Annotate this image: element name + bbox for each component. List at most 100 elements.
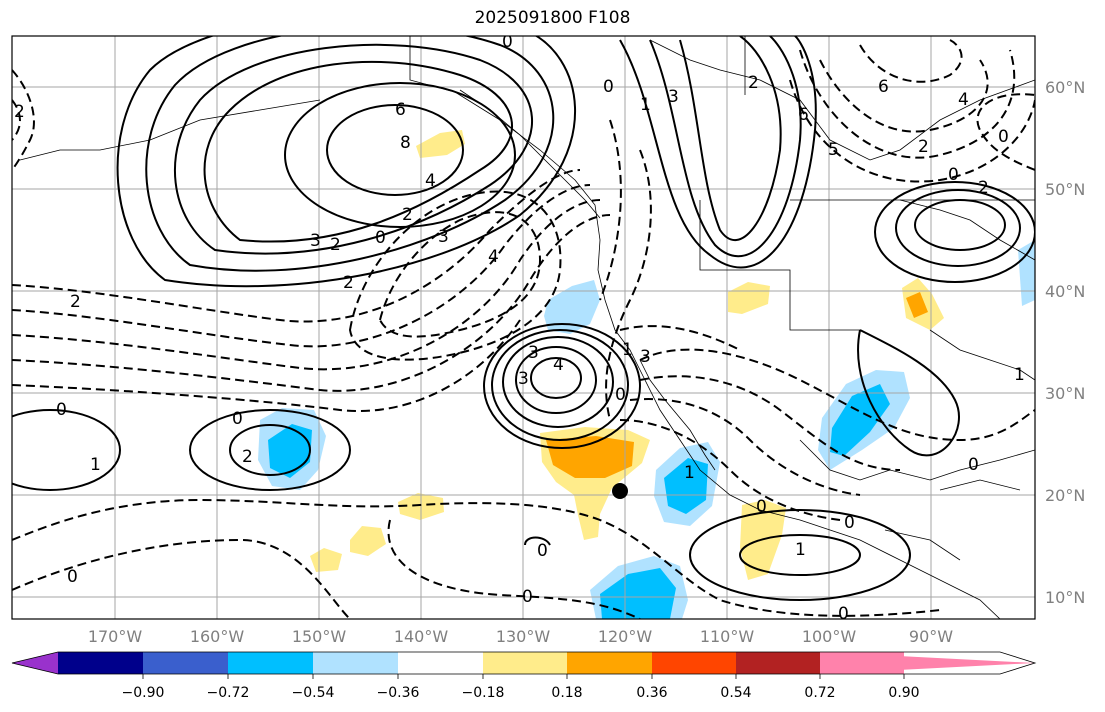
longitude-axis: 170°W 160°W 150°W 140°W 130°W 120°W 110°…: [88, 627, 953, 646]
colorbar-tick-label: 0.54: [720, 685, 751, 701]
contour-label: 0: [603, 77, 614, 97]
lon-label: 130°W: [496, 627, 551, 646]
contour-label: 1: [90, 455, 101, 475]
colorbar-tick-label: 0.90: [888, 685, 919, 701]
strong-negative-anomaly-area: [268, 424, 312, 478]
lat-label: 10°N: [1045, 588, 1085, 607]
lon-label: 100°W: [802, 627, 857, 646]
colorbar-tick-label: 0.36: [636, 685, 667, 701]
colorbar-tick-label: 0.72: [804, 685, 835, 701]
colorbar-swatch: [567, 652, 652, 674]
contour-label: 0: [756, 497, 767, 517]
contour-label: 0: [522, 587, 533, 607]
latitude-axis: 60°N 50°N 40°N 30°N 20°N 10°N: [1045, 78, 1085, 607]
contour-label: 3: [518, 369, 529, 389]
positive-anomaly-area: [728, 282, 770, 314]
strong-positive-anomaly-area: [546, 436, 634, 478]
colorbar-tick-label: −0.54: [292, 685, 335, 701]
contour-label: 6: [798, 105, 809, 125]
strong-negative-anomaly-area: [830, 384, 890, 456]
contour-label: 4: [553, 355, 564, 375]
contour-label: 0: [375, 228, 386, 248]
contour-label: 6: [395, 100, 406, 120]
lon-label: 90°W: [909, 627, 953, 646]
contour-label: 0: [968, 455, 979, 475]
strong-negative-anomaly-area: [664, 458, 708, 514]
negative-contours: [12, 39, 1035, 619]
strong-positive-anomaly-area: [906, 292, 928, 318]
colorbar-swatch: [652, 652, 736, 674]
colorbar-tick-label: −0.90: [122, 685, 165, 701]
colorbar-swatch: [313, 652, 398, 674]
contour-label: 0: [67, 567, 78, 587]
colorbar-swatch: [483, 652, 567, 674]
location-marker: [612, 483, 628, 499]
lon-label: 160°W: [190, 627, 245, 646]
lon-label: 120°W: [598, 627, 653, 646]
contour-label: 4: [425, 171, 436, 191]
colorbar-tick-label: 0.18: [551, 685, 582, 701]
contour-label: 0: [537, 541, 548, 561]
negative-anomaly-area: [1018, 240, 1035, 306]
strong-negative-anomaly-area: [600, 568, 676, 619]
contour-label: 6: [878, 77, 889, 97]
contour-label: 0: [502, 32, 513, 52]
contour-label: 3: [528, 343, 539, 363]
map-title: 2025091800 F108: [474, 8, 631, 28]
contour-label: 3: [310, 231, 321, 251]
colorbar: −0.90 −0.72 −0.54 −0.36 −0.18 0.18 0.36 …: [11, 651, 1037, 701]
graticule: [12, 36, 1035, 619]
contour-label: 4: [958, 90, 969, 110]
contour-label: 2: [918, 137, 929, 157]
contour-label: 3: [438, 227, 449, 247]
colorbar-swatch: [12, 652, 58, 674]
colorbar-swatch: [143, 652, 228, 674]
contour-label: 1: [1014, 365, 1025, 385]
positive-anomaly-area: [310, 548, 342, 572]
contour-label: 0: [56, 400, 67, 420]
colorbar-tick-label: −0.72: [207, 685, 250, 701]
contour-label: 3: [640, 347, 651, 367]
colorbar-tick-label: −0.18: [462, 685, 505, 701]
contour-label: 8: [400, 133, 411, 153]
colorbar-swatch: [736, 652, 820, 674]
colorbar-swatch: [58, 652, 143, 674]
colorbar-outline: [11, 651, 1037, 675]
map-frame: [11, 35, 1036, 620]
contour-label: 2: [330, 235, 341, 255]
contour-label: 0: [998, 127, 1009, 147]
contour-label: 2: [70, 292, 81, 312]
contour-label: 1: [622, 340, 633, 360]
contour-label: 3: [668, 87, 679, 107]
lat-label: 60°N: [1045, 78, 1085, 97]
contour-label: 0: [948, 165, 959, 185]
negative-anomaly-area: [544, 280, 600, 334]
contour-label: 2: [14, 102, 25, 122]
contour-label: 4: [488, 247, 499, 267]
contour-label: 1: [795, 540, 806, 560]
colorbar-tick-label: −0.36: [377, 685, 420, 701]
contour-label: 1: [640, 95, 651, 115]
lon-label: 170°W: [88, 627, 143, 646]
contour-label: 2: [343, 273, 354, 293]
colorbar-swatch: [820, 652, 904, 674]
lon-label: 140°W: [394, 627, 449, 646]
contour-labels: 0 6 8 4 2 3 0 2 3 4 0 2 6 0 1 3 2 5 6 4 …: [14, 32, 1025, 624]
contour-label: 5: [828, 140, 839, 160]
lat-label: 20°N: [1045, 486, 1085, 505]
colorbar-swatch: [398, 652, 483, 674]
contour-label: 0: [615, 385, 626, 405]
lon-label: 110°W: [700, 627, 755, 646]
contour-label: 2: [242, 447, 253, 467]
positive-contours: [12, 36, 1035, 601]
contour-label: 0: [844, 513, 855, 533]
positive-anomaly-area: [350, 526, 386, 556]
contour-label: 0: [838, 604, 849, 624]
positive-anomaly-area: [416, 130, 465, 158]
lat-label: 40°N: [1045, 282, 1085, 301]
lon-label: 150°W: [292, 627, 347, 646]
lat-label: 30°N: [1045, 384, 1085, 403]
contour-label: 1: [684, 463, 695, 483]
colorbar-swatch: [228, 652, 313, 674]
